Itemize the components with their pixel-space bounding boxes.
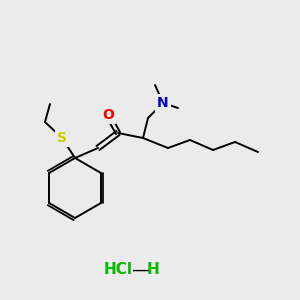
Text: HCl: HCl bbox=[103, 262, 133, 278]
Text: —: — bbox=[131, 261, 149, 279]
Text: O: O bbox=[102, 108, 114, 122]
Text: S: S bbox=[57, 131, 67, 145]
Text: H: H bbox=[147, 262, 159, 278]
Text: N: N bbox=[157, 96, 169, 110]
